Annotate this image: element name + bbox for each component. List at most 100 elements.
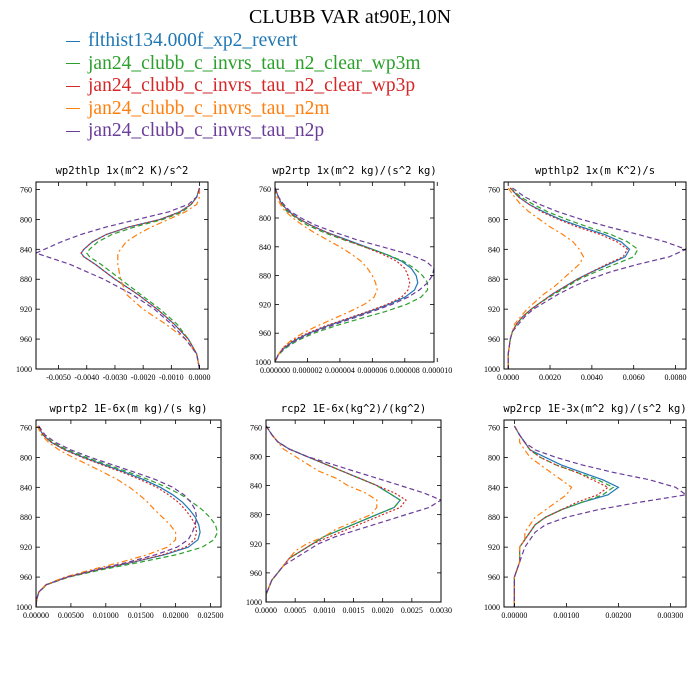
chart-panel: wp2rcp 1E-3x(m^2 kg)/(s^2 kg)760 800 840 88… [484, 403, 687, 620]
series-line [36, 425, 177, 607]
panel-title: wp2rcp 1E-3x(m^2 kg)/(s^2 kg) [503, 403, 686, 415]
plot-frame [503, 181, 687, 370]
x-tick-label: 0.0080 [665, 373, 687, 382]
x-tick-label: 0.000000 [260, 366, 290, 375]
series-line [86, 187, 201, 369]
x-tick-label: -0.0050 [46, 373, 71, 382]
x-tick-label: 0.0005 [284, 606, 306, 615]
series-line [507, 187, 629, 369]
legend-swatch [66, 40, 80, 42]
y-tick-label: 960 [488, 335, 500, 344]
legend-label: jan24_clubb_c_invrs_tau_n2m [88, 97, 330, 119]
x-tick-label: -0.0010 [159, 373, 184, 382]
panel-title: wprtp2 1E-6x(m kg)/(s kg) [49, 403, 207, 415]
series-line [275, 187, 434, 362]
x-tick-label: 0.01000 [93, 611, 119, 620]
legend-swatch [66, 130, 80, 132]
series-line [513, 425, 686, 607]
y-tick-label: 1000 [16, 603, 32, 612]
series-line [266, 425, 407, 602]
y-tick-label: 880 [20, 275, 32, 284]
x-tick-label: 0.0030 [430, 606, 452, 615]
series-line [507, 187, 639, 369]
x-tick-label: 0.00000 [23, 611, 49, 620]
y-tick-label: 880 [250, 511, 262, 520]
x-tick-label: 0.01500 [128, 611, 154, 620]
x-tick-label: 0.000008 [390, 366, 420, 375]
y-tick-label: 760 [488, 423, 500, 432]
x-tick-label: 0.0060 [623, 373, 645, 382]
legend-label: jan24_clubb_c_invrs_tau_n2_clear_wp3p [88, 75, 416, 97]
x-tick-label: 0.0025 [401, 606, 423, 615]
y-tick-label: 880 [259, 272, 271, 281]
series-line [266, 425, 378, 602]
legend-swatch [66, 108, 80, 110]
x-tick-label: -0.0020 [131, 373, 156, 382]
x-tick-label: 0.00500 [58, 611, 84, 620]
y-tick-label: 760 [20, 185, 32, 194]
series-line [117, 188, 201, 369]
x-tick-label: 0.0015 [343, 606, 365, 615]
y-tick-label: 800 [488, 215, 500, 224]
y-tick-label: 920 [20, 305, 32, 314]
y-tick-label: 1000 [16, 365, 32, 374]
series-line [275, 187, 378, 362]
y-tick-label: 760 [20, 423, 32, 432]
series-line [36, 425, 198, 607]
series-line [507, 187, 585, 369]
y-tick-label: 1000 [255, 358, 271, 367]
series-line [80, 187, 201, 369]
y-tick-label: 880 [488, 513, 500, 522]
series-line [513, 425, 573, 607]
series-line [36, 425, 219, 607]
y-tick-label: 1000 [484, 603, 500, 612]
y-tick-label: 760 [259, 185, 271, 194]
x-tick-label: 0.000002 [292, 366, 322, 375]
y-tick-label: 1000 [246, 598, 262, 607]
y-tick-label: 800 [259, 214, 271, 223]
y-tick-label: 840 [20, 245, 32, 254]
legend-label: jan24_clubb_c_invrs_tau_n2_clear_wp3m [88, 52, 421, 74]
y-tick-label: 960 [20, 335, 32, 344]
plot-frame [274, 181, 435, 363]
y-tick-label: 840 [20, 483, 32, 492]
y-tick-label: 880 [20, 513, 32, 522]
series-line [275, 187, 419, 362]
y-tick-label: 760 [250, 423, 262, 432]
y-tick-label: 920 [488, 305, 500, 314]
legend-item: jan24_clubb_c_invrs_tau_n2p [66, 120, 421, 143]
y-tick-label: 840 [259, 243, 271, 252]
x-tick-label: 0.00200 [605, 611, 631, 620]
x-tick-label: -0.0030 [103, 373, 128, 382]
y-tick-label: 840 [250, 482, 262, 491]
x-tick-label: 0.0020 [539, 373, 561, 382]
y-tick-label: 800 [20, 453, 32, 462]
y-tick-label: 800 [20, 215, 32, 224]
plot-frame [265, 419, 442, 603]
x-tick-label: 0.0040 [581, 373, 603, 382]
y-tick-label: 920 [20, 543, 32, 552]
series-line [513, 425, 620, 607]
panel-title: rcp2 1E-6x(kg^2)/(kg^2) [281, 403, 426, 415]
y-tick-label: 920 [259, 300, 271, 309]
legend-item: jan24_clubb_c_invrs_tau_n2m [66, 98, 421, 121]
chart-panel: rcp2 1E-6x(kg^2)/(kg^2) 760 800 840 880 920 96… [246, 403, 452, 615]
x-tick-label: 0.0000 [189, 373, 211, 382]
legend-item: jan24_clubb_c_invrs_tau_n2_clear_wp3p [66, 75, 421, 98]
plot-frame [503, 419, 687, 608]
y-tick-label: 920 [488, 543, 500, 552]
series-line [507, 187, 631, 369]
y-tick-label: 960 [488, 573, 500, 582]
legend-swatch [66, 85, 80, 87]
y-tick-label: 840 [488, 483, 500, 492]
y-tick-label: 880 [488, 275, 500, 284]
x-tick-label: 0.02000 [163, 611, 189, 620]
plot-frame [35, 181, 209, 370]
x-tick-label: 0.000010 [422, 366, 452, 375]
y-tick-label: 920 [250, 540, 262, 549]
x-tick-label: 0.0000 [255, 606, 277, 615]
legend-label: jan24_clubb_c_invrs_tau_n2p [88, 120, 325, 142]
legend-item: flthist134.000f_xp2_revert [66, 30, 421, 53]
legend-item: jan24_clubb_c_invrs_tau_n2_clear_wp3m [66, 53, 421, 76]
